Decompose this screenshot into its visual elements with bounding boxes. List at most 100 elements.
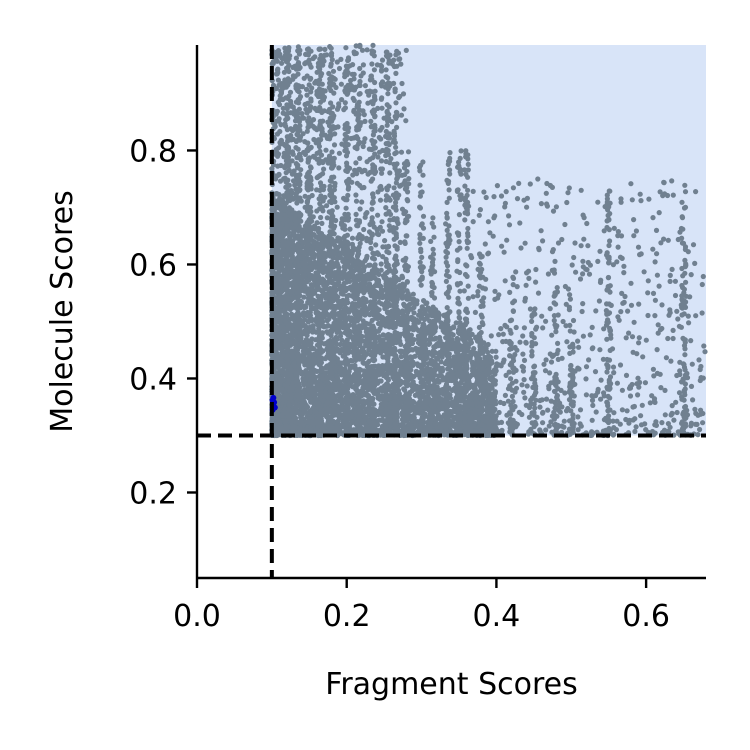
data-point [409, 404, 415, 410]
data-point [336, 387, 342, 393]
data-point [411, 310, 417, 316]
data-point [361, 322, 367, 328]
data-point [374, 373, 380, 379]
data-point [409, 415, 415, 421]
data-point [489, 360, 495, 366]
data-point [337, 333, 344, 339]
data-point [305, 319, 311, 325]
data-point [493, 348, 499, 354]
data-point [376, 299, 382, 305]
data-point [398, 293, 404, 299]
data-point [322, 356, 328, 362]
data-point [413, 419, 420, 425]
data-point [408, 332, 414, 338]
data-point [367, 262, 373, 268]
data-point [302, 288, 308, 294]
data-point [410, 291, 416, 297]
data-point [315, 236, 322, 242]
data-point [273, 385, 279, 391]
data-point [374, 279, 380, 285]
data-point [437, 423, 443, 429]
data-point [424, 365, 431, 371]
data-point [439, 365, 445, 371]
data-point [436, 403, 443, 409]
data-point [375, 411, 381, 418]
data-point [449, 402, 455, 409]
data-point [302, 258, 308, 264]
data-point [275, 313, 281, 319]
data-point [436, 312, 442, 318]
data-point [347, 322, 353, 328]
data-point [363, 379, 369, 385]
data-point [332, 354, 338, 360]
data-point [378, 405, 384, 411]
data-point [450, 387, 456, 393]
data-point [334, 329, 340, 335]
data-point [363, 383, 369, 389]
data-point [493, 354, 499, 360]
data-point [364, 423, 370, 429]
data-point [398, 354, 404, 360]
data-point [375, 392, 381, 399]
data-point [301, 294, 307, 300]
data-point [378, 291, 385, 297]
data-point [303, 368, 309, 374]
data-point [334, 393, 340, 399]
data-point [363, 399, 369, 405]
data-point [411, 399, 417, 405]
data-point [450, 332, 456, 338]
data-point [408, 306, 414, 312]
data-point [397, 321, 403, 327]
data-point [437, 334, 443, 341]
data-point [426, 341, 432, 347]
data-point [363, 342, 369, 349]
data-point [410, 347, 416, 353]
data-point [278, 336, 284, 342]
data-point [324, 399, 330, 405]
data-point [314, 299, 320, 305]
data-point [278, 324, 284, 330]
data-point [433, 343, 439, 349]
data-point [337, 314, 343, 320]
data-point [324, 329, 330, 335]
data-point [300, 376, 306, 382]
data-point [413, 301, 419, 307]
data-point [423, 300, 429, 306]
data-point [324, 363, 330, 369]
data-point [451, 324, 457, 331]
data-point [415, 327, 421, 334]
data-point [334, 373, 340, 379]
data-point [361, 360, 367, 366]
data-point [336, 265, 342, 271]
data-point [361, 304, 367, 311]
data-point [376, 334, 382, 340]
data-point [468, 372, 474, 378]
data-point [485, 341, 491, 348]
data-point [337, 365, 344, 371]
data-point [378, 378, 384, 384]
data-point [450, 375, 456, 381]
data-point [275, 391, 281, 397]
data-point [337, 319, 343, 325]
data-point [413, 410, 419, 416]
data-point [398, 367, 404, 374]
data-point [336, 414, 342, 420]
data-point [363, 414, 369, 420]
data-point [278, 303, 284, 309]
data-point [412, 386, 418, 392]
data-point [360, 386, 366, 393]
data-point [337, 350, 343, 356]
data-point [438, 414, 444, 420]
data-point [278, 330, 284, 336]
data-point [303, 304, 309, 310]
data-point [438, 396, 444, 402]
data-point [397, 348, 403, 354]
data-point [325, 323, 332, 329]
data-point [275, 411, 281, 418]
data-point [438, 359, 444, 365]
data-point [375, 315, 381, 322]
data-point [380, 400, 386, 407]
data-point [489, 348, 495, 354]
data-point [377, 350, 384, 356]
